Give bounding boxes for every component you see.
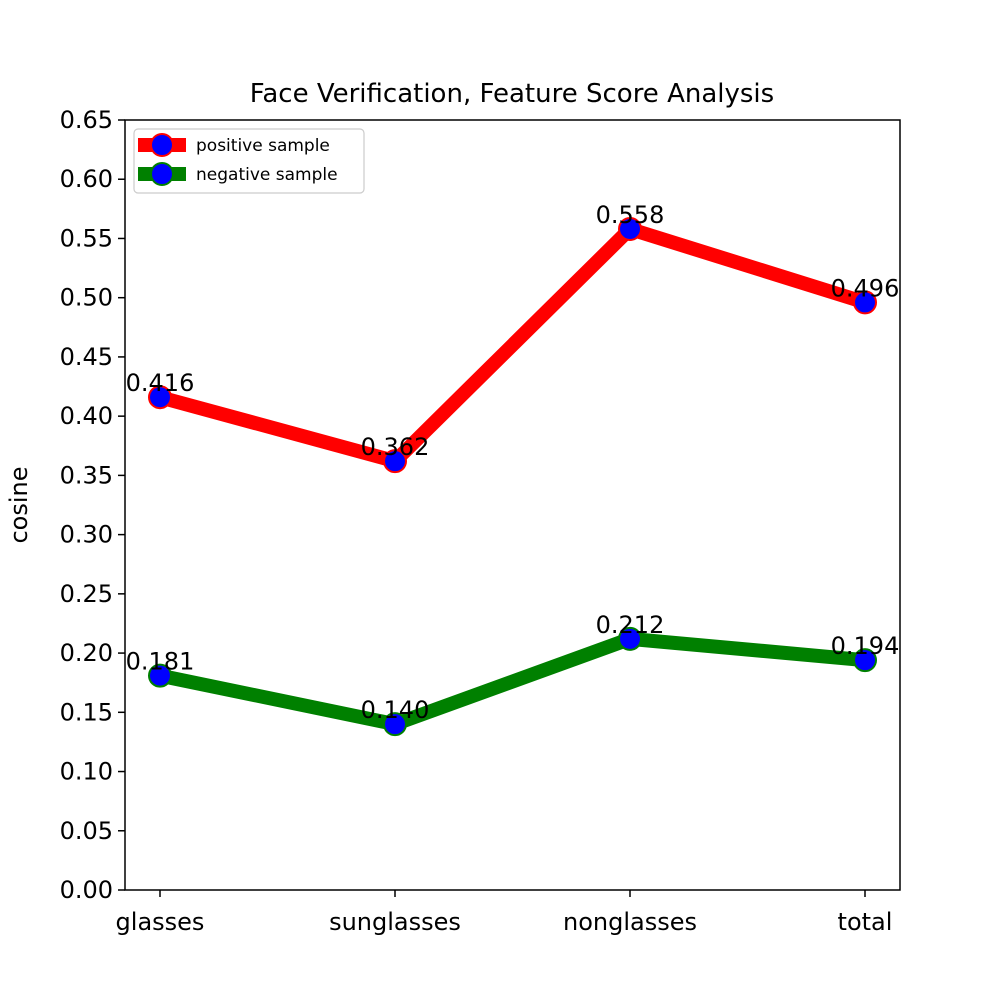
data-point-label: 0.558 — [596, 201, 665, 229]
data-point-label: 0.416 — [126, 369, 195, 397]
y-axis-label: cosine — [5, 466, 33, 543]
data-point-marker — [148, 385, 172, 410]
data-point-marker — [853, 648, 877, 673]
legend-marker — [150, 162, 174, 186]
y-tick-label: 0.15 — [60, 698, 113, 726]
y-tick-label: 0.40 — [60, 402, 113, 430]
data-point-marker — [618, 216, 642, 241]
x-tick-label: nonglasses — [563, 908, 697, 936]
chart-title: Face Verification, Feature Score Analysi… — [250, 79, 774, 109]
x-axis-ticks: glasses sunglasses nonglasses total — [116, 890, 893, 936]
data-point-marker — [383, 449, 407, 474]
y-tick-label: 0.05 — [60, 817, 113, 845]
y-tick-label: 0.50 — [60, 284, 113, 312]
legend-label: positive sample — [196, 136, 330, 156]
plot-frame — [124, 119, 901, 891]
data-labels: 0.416 0.362 0.558 0.496 0.181 0.140 0.212 0.194 — [126, 201, 900, 724]
legend: positive sample negative sample — [133, 128, 365, 194]
data-point-marker — [853, 290, 877, 315]
y-tick-label: 0.35 — [60, 461, 113, 489]
y-tick-label: 0.20 — [60, 639, 113, 667]
legend-box — [133, 128, 365, 194]
x-tick-label: glasses — [116, 908, 205, 936]
data-point-label: 0.496 — [831, 274, 900, 302]
data-point-label: 0.194 — [831, 632, 900, 660]
data-point-marker — [383, 712, 407, 737]
series-markers — [148, 216, 877, 737]
legend-label: negative sample — [196, 165, 338, 185]
data-point-label: 0.181 — [126, 648, 195, 676]
data-point-label: 0.212 — [596, 611, 665, 639]
y-tick-label: 0.65 — [60, 106, 113, 134]
y-tick-label: 0.00 — [60, 876, 113, 904]
y-tick-label: 0.25 — [60, 580, 113, 608]
x-tick-label: total — [838, 908, 893, 936]
series-line — [158, 221, 868, 469]
y-tick-label: 0.45 — [60, 343, 113, 371]
y-tick-label: 0.30 — [60, 521, 113, 549]
y-axis-ticks: 0.00 0.05 0.10 0.15 0.20 0.25 0.30 0.35 0.40 0.45… — [60, 106, 125, 904]
data-point-marker — [148, 663, 172, 688]
series-line — [158, 631, 866, 732]
data-point-label: 0.140 — [361, 696, 430, 724]
series-lines — [158, 221, 868, 732]
x-tick-label: sunglasses — [329, 908, 461, 936]
data-point-label: 0.362 — [361, 433, 430, 461]
legend-marker — [150, 133, 174, 157]
data-point-marker — [618, 626, 642, 651]
y-tick-label: 0.55 — [60, 224, 113, 252]
y-tick-label: 0.10 — [60, 758, 113, 786]
y-tick-label: 0.60 — [60, 165, 113, 193]
